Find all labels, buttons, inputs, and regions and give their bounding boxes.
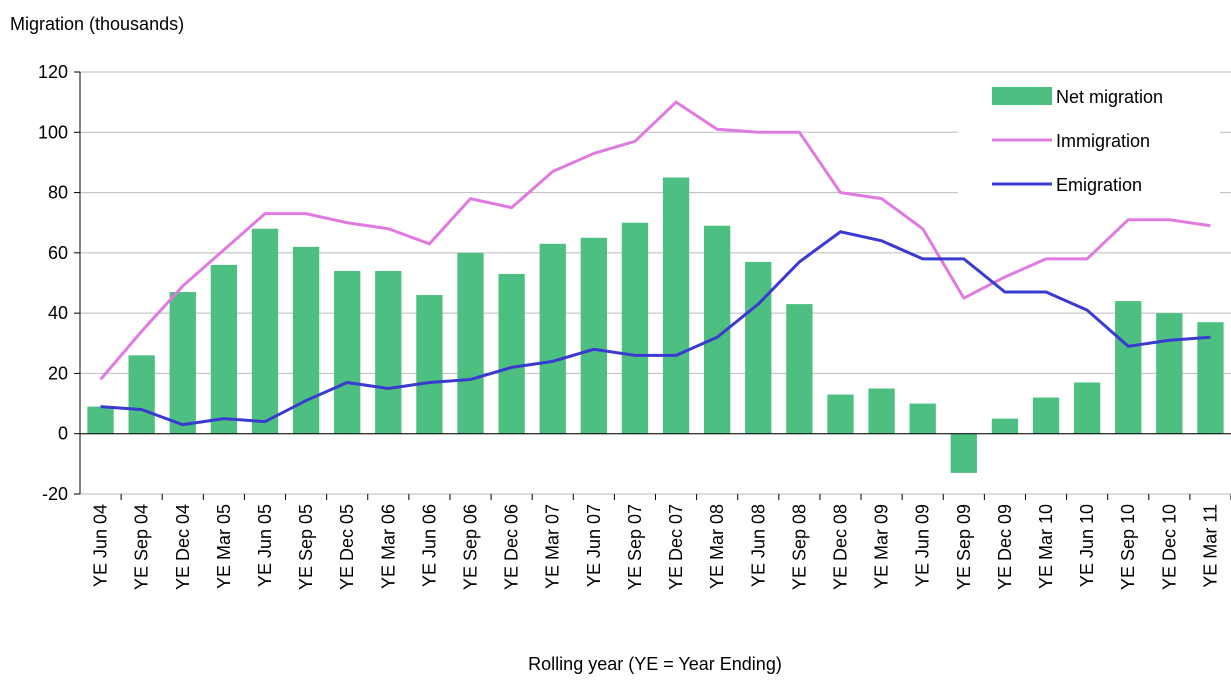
bar	[1032, 397, 1060, 434]
bar	[416, 295, 443, 434]
bar	[1073, 382, 1101, 434]
bar	[1197, 322, 1224, 434]
x-tick-label: YE Dec 09	[995, 504, 1015, 590]
x-tick-label: YE Dec 10	[1159, 504, 1179, 590]
x-tick-label: YE Jun 04	[91, 504, 111, 587]
x-tick-label: YE Jun 09	[913, 504, 933, 587]
x-axis-title: Rolling year (YE = Year Ending)	[528, 654, 782, 674]
legend-label: Net migration	[1056, 87, 1163, 107]
bar	[621, 222, 649, 434]
bar	[786, 304, 813, 434]
legend-swatch	[992, 87, 1052, 105]
bar	[580, 237, 607, 434]
x-tick-label: YE Sep 09	[954, 504, 974, 590]
x-tick-label: YE Mar 09	[872, 504, 892, 589]
x-tick-label: YE Sep 10	[1118, 504, 1138, 590]
line	[99, 100, 1211, 381]
y-tick-label: 120	[38, 62, 68, 82]
bar	[868, 388, 895, 434]
bar	[375, 270, 402, 434]
x-tick-label: YE Dec 06	[502, 504, 522, 590]
bar	[251, 228, 279, 434]
bar	[827, 394, 854, 434]
bar	[498, 273, 525, 434]
bar	[334, 270, 361, 434]
bar	[292, 246, 320, 434]
x-tick-label: YE Jun 06	[419, 504, 439, 587]
line	[100, 230, 1211, 427]
x-tick-label: YE Mar 10	[1036, 504, 1056, 589]
x-tick-label: YE Sep 05	[296, 504, 316, 590]
bar	[991, 418, 1019, 434]
x-tick-label: YE Jun 07	[584, 504, 604, 587]
x-tick-label: YE Jun 10	[1077, 504, 1097, 587]
x-tick-label: YE Dec 05	[337, 504, 357, 590]
x-tick-label: YE Mar 08	[707, 504, 727, 589]
y-tick-label: 60	[48, 243, 68, 263]
y-tick-label: -20	[42, 484, 68, 504]
legend-label: Emigration	[1056, 175, 1142, 195]
y-tick-label: 0	[58, 424, 68, 444]
bar	[539, 243, 566, 434]
bar	[909, 403, 936, 434]
bar	[169, 292, 196, 434]
y-axis-title: Migration (thousands)	[10, 14, 184, 34]
x-tick-label: YE Mar 05	[214, 504, 234, 589]
bar	[457, 252, 484, 434]
y-tick-label: 80	[48, 183, 68, 203]
bar	[87, 406, 114, 434]
y-tick-label: 40	[48, 303, 68, 323]
x-tick-label: YE Mar 11	[1200, 504, 1220, 588]
x-tick-label: YE Jun 05	[255, 504, 275, 587]
x-tick-label: YE Sep 07	[625, 504, 645, 590]
bar	[745, 261, 772, 434]
bar	[128, 355, 155, 434]
bar	[662, 177, 690, 434]
bar	[950, 433, 977, 473]
y-tick-label: 100	[38, 122, 68, 142]
legend-label: Immigration	[1056, 131, 1150, 151]
x-tick-label: YE Mar 06	[378, 504, 398, 589]
x-tick-label: YE Sep 06	[461, 504, 481, 590]
bar	[1115, 301, 1142, 434]
x-tick-label: YE Dec 08	[830, 504, 850, 590]
x-tick-label: YE Dec 07	[666, 504, 686, 590]
x-tick-label: YE Jun 08	[748, 504, 768, 587]
x-tick-label: YE Sep 04	[132, 504, 152, 590]
bar	[210, 264, 238, 434]
bar	[1156, 313, 1183, 434]
x-tick-label: YE Dec 04	[173, 504, 193, 590]
x-tick-label: YE Sep 08	[789, 504, 809, 590]
x-tick-label: YE Mar 07	[543, 504, 563, 589]
y-tick-label: 20	[48, 363, 68, 383]
